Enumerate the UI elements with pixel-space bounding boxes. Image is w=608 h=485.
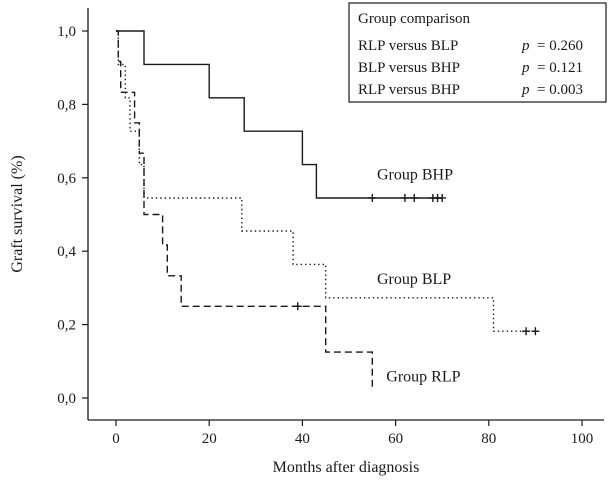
legend-p-value: = 0.260: [537, 38, 583, 54]
x-axis-title: Months after diagnosis: [273, 459, 420, 476]
legend-p-value: = 0.003: [537, 82, 583, 98]
legend-box: Group comparison RLP versus BLP p = 0.26…: [348, 2, 607, 103]
legend-title: Group comparison: [358, 11, 471, 27]
y-tick-label: 0,2: [57, 318, 76, 334]
legend-p-symbol: p: [521, 82, 530, 98]
y-axis-title: Graft survival (%): [9, 155, 26, 272]
legend-row-label: BLP versus BHP: [358, 60, 460, 76]
y-tick-label: 0,8: [57, 97, 76, 113]
legend-row-label: RLP versus BLP: [358, 38, 458, 54]
x-tick-label: 0: [112, 431, 120, 447]
x-tick-label: 80: [481, 431, 496, 447]
legend-frame: [348, 2, 607, 103]
series-annotation: Group BHP: [377, 167, 453, 184]
legend-p-symbol: p: [521, 60, 530, 76]
series-line-group-bhp: [116, 30, 443, 199]
y-tick-label: 0,4: [57, 244, 76, 260]
x-tick-label: 20: [202, 431, 217, 447]
y-tick-label: 0,0: [57, 391, 76, 407]
axes: 0,0 0,2 0,4 0,6 0,8 1,0 0 20 40 60 80 100 Months aft…: [9, 8, 604, 476]
legend-p-symbol: p: [521, 38, 530, 54]
series-line-group-rlp: [116, 30, 373, 387]
y-tick-label: 1,0: [57, 24, 76, 40]
legend-p-value: = 0.121: [537, 60, 583, 76]
series-annotation: Group RLP: [386, 368, 460, 385]
x-tick-label: 100: [571, 431, 594, 447]
legend-row-label: RLP versus BHP: [358, 82, 460, 98]
y-tick-label: 0,6: [57, 171, 76, 187]
series-line-group-blp: [116, 30, 536, 332]
series-annotation: Group BLP: [377, 271, 451, 288]
annotations: Group BHP Group BLP Group RLP: [377, 167, 461, 386]
series-layer: [116, 30, 540, 387]
x-tick-label: 60: [388, 431, 403, 447]
x-tick-label: 40: [295, 431, 310, 447]
